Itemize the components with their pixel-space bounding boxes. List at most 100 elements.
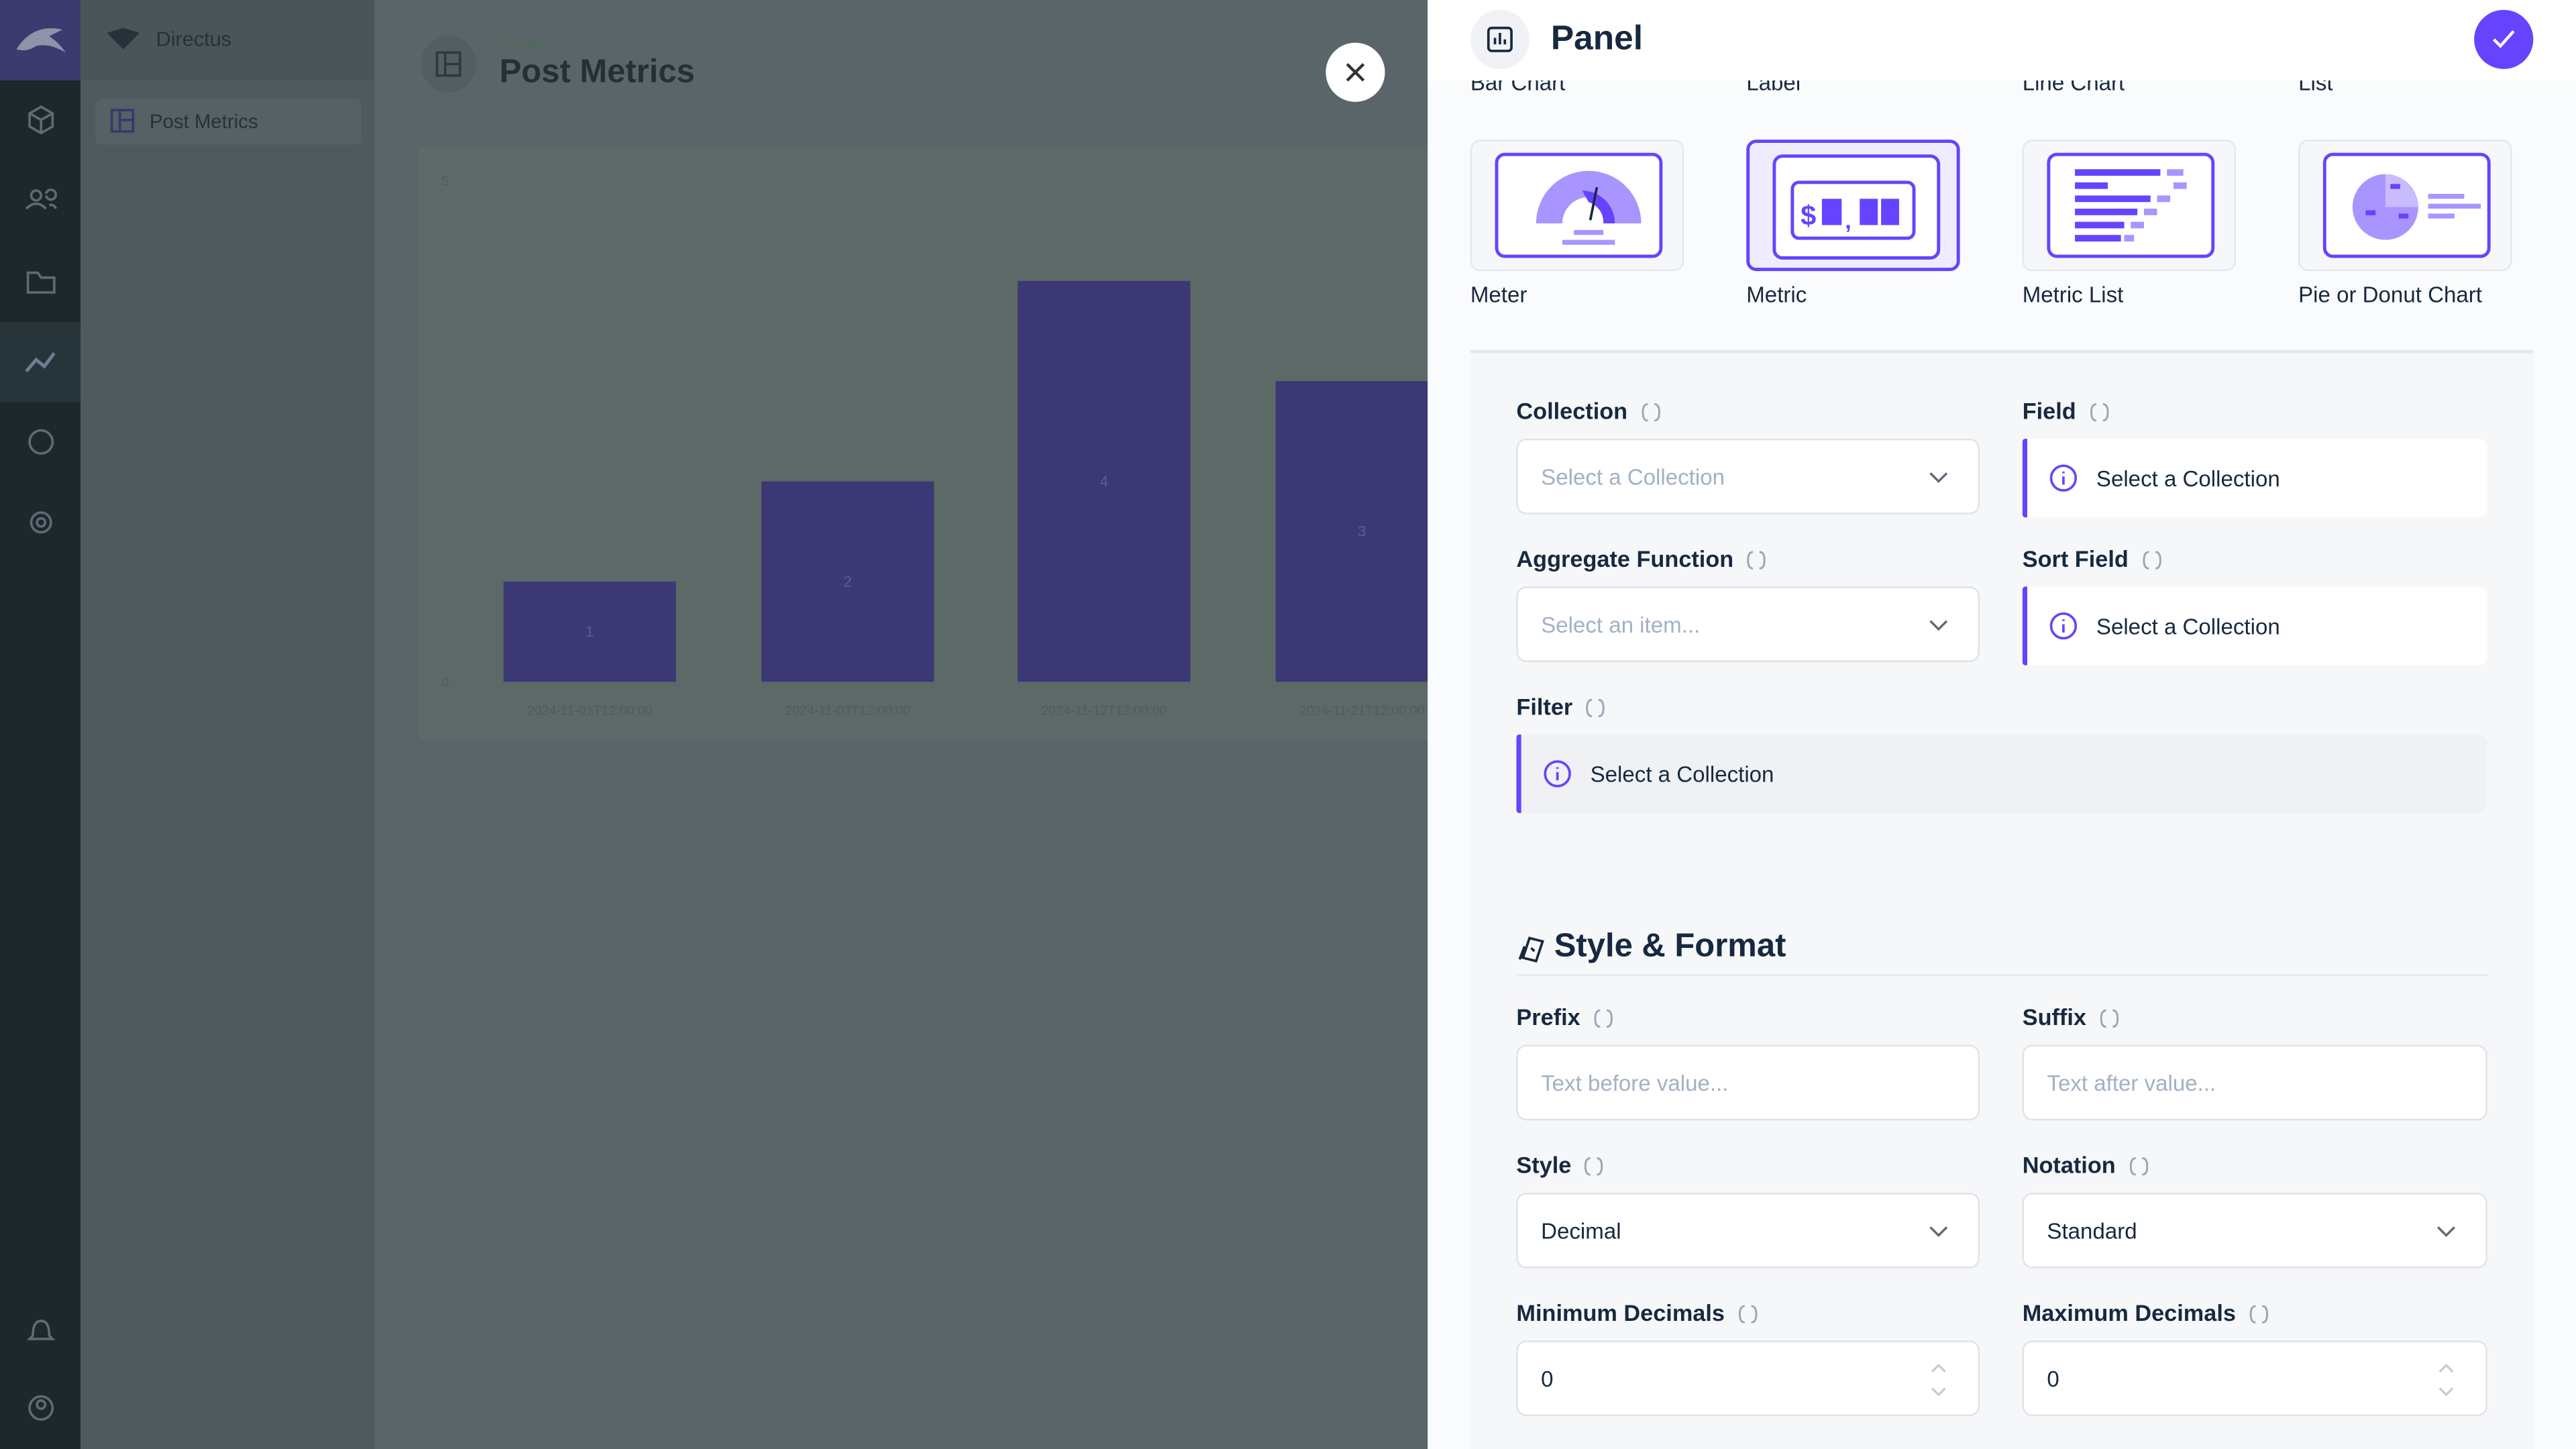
section-divider: [1516, 974, 2487, 976]
raw-toggle-wrap: [2249, 1303, 2269, 1332]
panel-type-icon: [1495, 152, 1663, 258]
value: Decimal: [1541, 1218, 1621, 1243]
info-icon: [2049, 464, 2078, 492]
number-box[interactable]: 0: [1516, 1340, 1980, 1417]
stepper[interactable]: [1929, 1362, 1948, 1398]
raw-toggle[interactable]: [1746, 550, 1766, 570]
chevron-wrap: [1929, 1226, 1948, 1239]
stepper[interactable]: [2436, 1362, 2456, 1398]
bar-value-label: 2: [844, 573, 852, 590]
raw-toggle-wrap: [1594, 1007, 1613, 1036]
input-box[interactable]: Text before value...: [1516, 1044, 1980, 1121]
placeholder: Select a Collection: [1541, 464, 1725, 489]
placeholder: Text after value...: [2047, 1070, 2216, 1095]
bar-value-label: 3: [1358, 523, 1366, 540]
raw-toggle[interactable]: [1585, 698, 1605, 718]
section-title: Style & Format: [1554, 928, 1786, 965]
rail-icons: [25, 105, 58, 1421]
x-tick-label: 2024-11-12T12:00:00: [1041, 703, 1167, 718]
raw-toggle-wrap: [1585, 696, 1605, 726]
insights-icon: [25, 352, 56, 373]
field-label: Suffix: [2022, 1004, 2086, 1030]
placeholder: Text before value...: [1541, 1070, 1729, 1095]
raw-toggle[interactable]: [1738, 1304, 1758, 1324]
select-box[interactable]: Standard: [2022, 1192, 2487, 1269]
header-glyph: [435, 51, 462, 77]
y-tick-label: 5: [441, 174, 449, 189]
placeholder: Select an item...: [1541, 612, 1701, 637]
raw-toggle[interactable]: [1594, 1009, 1613, 1028]
bar: [761, 481, 934, 682]
panel-type-label[interactable]: Metric List: [2022, 282, 2124, 307]
raw-toggle-wrap: [2129, 1155, 2149, 1185]
raw-toggle[interactable]: [2249, 1304, 2269, 1324]
field-label: Aggregate Function: [1516, 545, 1734, 572]
field-label: Prefix: [1516, 1004, 1580, 1030]
check-icon: [2492, 30, 2515, 48]
panel-type-label[interactable]: Metric: [1746, 282, 1807, 307]
bar-value-label: 1: [586, 623, 594, 640]
bar: [503, 581, 676, 682]
raw-toggle[interactable]: [1584, 1157, 1603, 1176]
notice-text: Select a Collection: [2096, 466, 2280, 491]
brand-icon: [107, 28, 140, 50]
chevron: [1929, 1226, 1948, 1238]
raw-toggle[interactable]: [2090, 402, 2109, 422]
panel-type-label[interactable]: Pie or Donut Chart: [2298, 282, 2482, 307]
background-chart: 0 5 1 2024-11-01T12:00:00 2 2024-11-03T12:00:…: [441, 174, 1428, 718]
panel-type-label[interactable]: Meter: [1470, 282, 1527, 307]
nav-item-bg[interactable]: [95, 98, 362, 145]
close-button[interactable]: [1326, 42, 1385, 102]
page-title: Post Metrics: [499, 54, 695, 91]
raw-toggle[interactable]: [1642, 402, 1661, 422]
logo[interactable]: [0, 0, 81, 81]
chevron-wrap: [1929, 619, 1948, 633]
value: 0: [1541, 1366, 1554, 1391]
panel-type-card[interactable]: [2022, 140, 2237, 272]
field-label: Style: [1516, 1151, 1572, 1178]
info-icon: [1544, 760, 1571, 788]
raw-toggle[interactable]: [2100, 1009, 2119, 1028]
raw-toggle-wrap: [2142, 549, 2161, 578]
select-box[interactable]: Select an item...: [1516, 586, 1980, 662]
drawer-glyph: [1487, 26, 1513, 52]
drawer-icon: [1470, 9, 1530, 69]
bar: [1018, 280, 1191, 682]
raw-toggle-wrap: [2090, 401, 2109, 431]
x-tick-label: 2024-11-03T12:00:00: [785, 703, 910, 718]
panel-type-card[interactable]: $,: [1746, 140, 1960, 272]
field-label: Field: [2022, 397, 2076, 424]
input-box[interactable]: Text after value...: [2022, 1044, 2487, 1121]
panel-type-card[interactable]: [2298, 140, 2512, 272]
nav-item[interactable]: Post Metrics: [149, 110, 258, 133]
svg-text:$: $: [1801, 200, 1816, 231]
header-icon: [420, 36, 477, 93]
chevron: [1929, 620, 1948, 631]
select-box[interactable]: Decimal: [1516, 1192, 1980, 1269]
panel-type-icon: [2047, 152, 2215, 258]
select-box[interactable]: Select a Collection: [1516, 438, 1980, 515]
field-label: Minimum Decimals: [1516, 1299, 1725, 1326]
rail-active[interactable]: [0, 322, 81, 403]
bar-value-label: 4: [1100, 473, 1108, 490]
raw-toggle[interactable]: [2129, 1157, 2149, 1176]
raw-toggle-wrap: [2100, 1007, 2119, 1036]
save-button[interactable]: [2474, 9, 2534, 69]
stepper-icon: [1931, 1363, 1946, 1397]
value: Standard: [2047, 1218, 2137, 1243]
field-label: Filter: [1516, 693, 1573, 720]
number-box[interactable]: 0: [2022, 1340, 2487, 1417]
chevron: [1929, 472, 1948, 483]
value: 0: [2047, 1366, 2059, 1391]
stepper-icon: [2438, 1363, 2454, 1397]
field-label: Notation: [2022, 1151, 2116, 1178]
panel-type-card[interactable]: [1470, 140, 1684, 272]
panel-type-icon: [2322, 152, 2491, 258]
raw-toggle[interactable]: [2142, 550, 2161, 570]
chevron-wrap: [1929, 472, 1948, 485]
nav-item-icon: [110, 109, 135, 133]
brand: Directus: [156, 28, 231, 51]
panel-type-icon: $,: [1772, 154, 1941, 260]
notice-text: Select a Collection: [1590, 761, 1774, 786]
